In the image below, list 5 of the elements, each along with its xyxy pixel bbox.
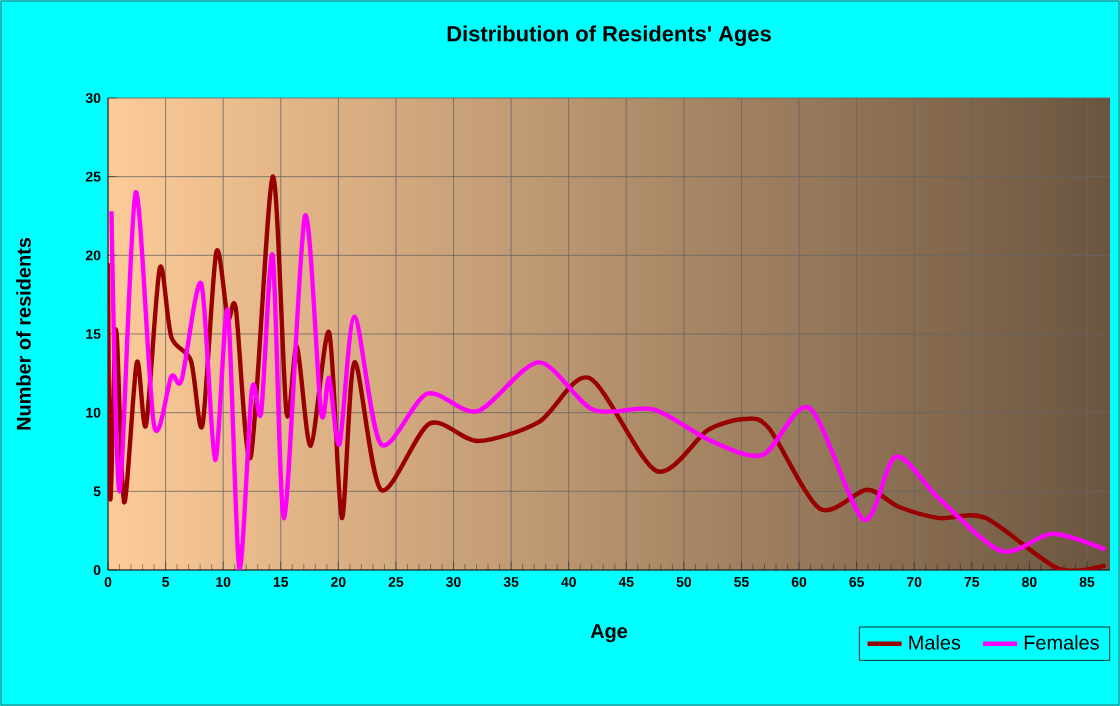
legend-label: Males [909, 635, 961, 650]
chart-title: Distribution of Residents' Ages [447, 25, 771, 46]
y-axis-title: Number of residents [16, 237, 31, 430]
legend-label: Females [1024, 635, 1099, 650]
x-axis-title: Age [590, 624, 628, 643]
